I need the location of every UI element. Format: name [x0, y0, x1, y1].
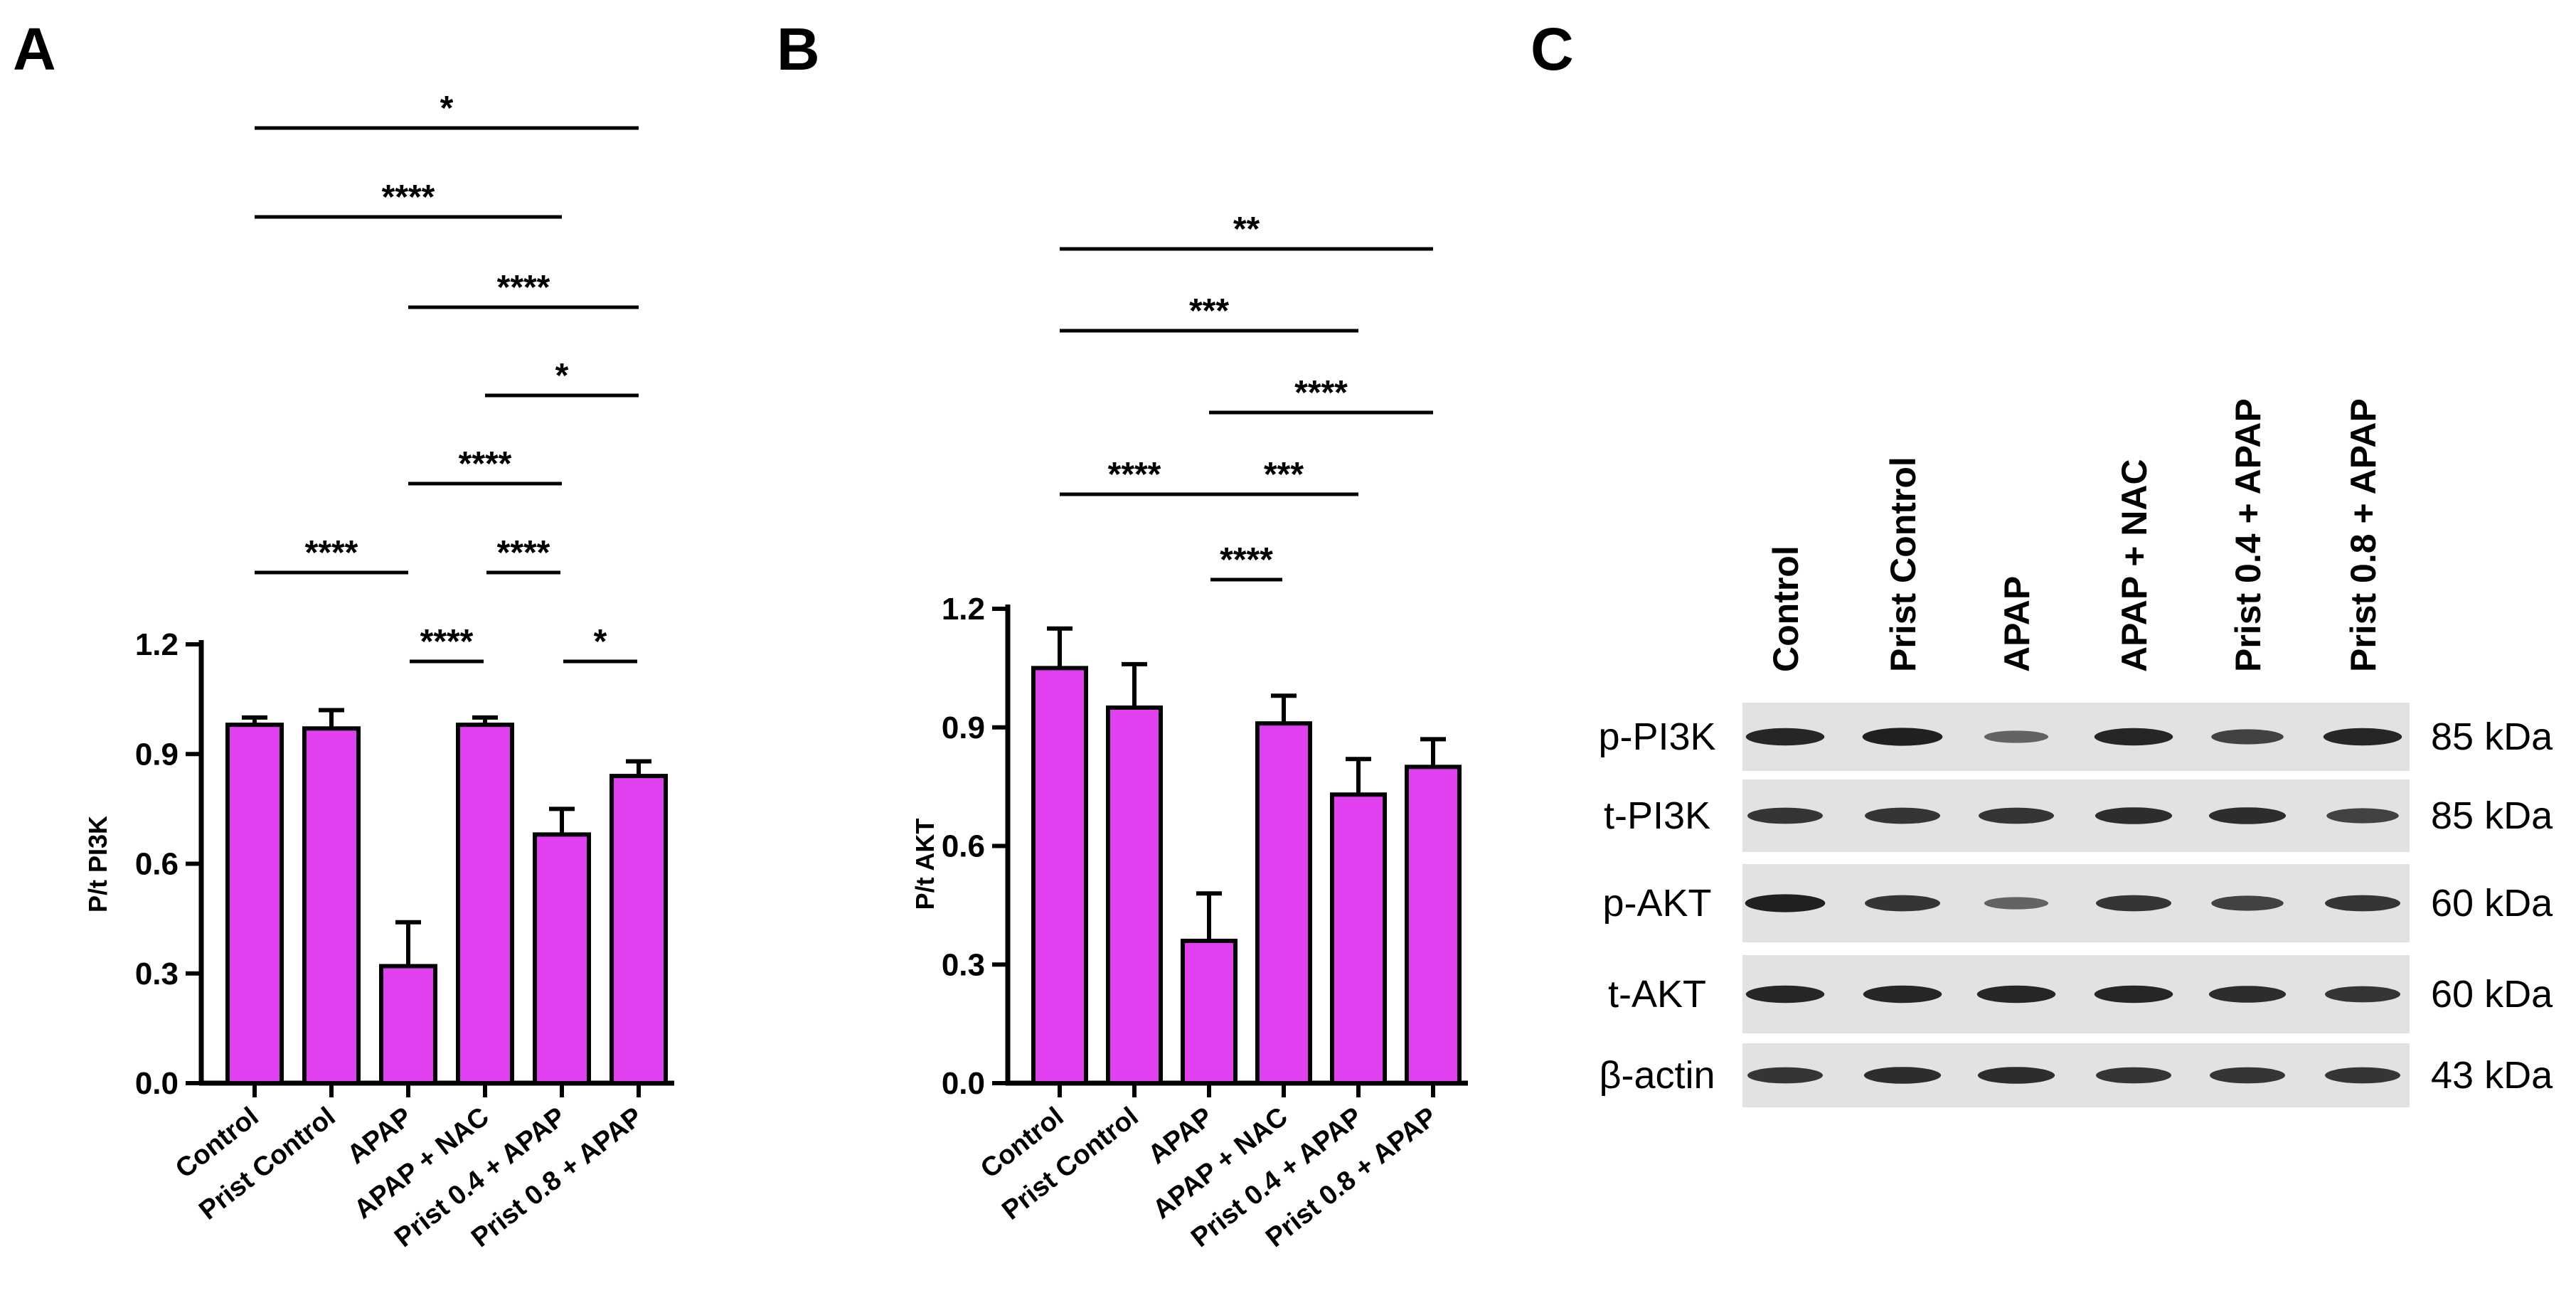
- significance-label: ****: [420, 623, 474, 661]
- significance-label: **: [1233, 211, 1260, 248]
- blot-band: [1745, 728, 1825, 746]
- protein-label: β-actin: [1599, 1054, 1715, 1097]
- blot-strip: [1742, 955, 2410, 1033]
- significance-label: ****: [1108, 456, 1161, 494]
- protein-label: t-PI3K: [1604, 794, 1710, 837]
- panel-letter-b: B: [777, 16, 820, 82]
- significance-label: ****: [497, 534, 550, 572]
- bar: [1031, 666, 1088, 1085]
- blot-band: [2211, 895, 2284, 911]
- molecular-weight-label: 43 kDa: [2431, 1054, 2553, 1097]
- y-tick-label: 0.6: [135, 847, 179, 882]
- y-tick-label: 0.9: [942, 710, 985, 745]
- blot-band: [2323, 728, 2402, 746]
- bar: [610, 774, 668, 1085]
- y-tick-label: 1.2: [942, 592, 985, 627]
- blot-band: [2096, 1067, 2171, 1084]
- blot-band: [2325, 986, 2400, 1003]
- bar: [379, 964, 437, 1086]
- blot-band: [1863, 1067, 1942, 1084]
- bar: [456, 723, 514, 1085]
- blot-band: [1984, 897, 2049, 910]
- significance-label: ****: [459, 445, 512, 483]
- blot-band: [2096, 895, 2171, 912]
- western-blot-panel: Control Prist Control APAP APAP + NAC Prist …: [1598, 398, 2553, 1107]
- lane-label: APAP + NAC: [2114, 459, 2154, 672]
- significance-label: *: [555, 357, 569, 395]
- bar: [225, 723, 284, 1085]
- molecular-weight-label: 85 kDa: [2431, 715, 2553, 758]
- y-tick-label: 0.3: [135, 957, 179, 991]
- blot-band: [2208, 986, 2287, 1003]
- panel-letter-c: C: [1531, 16, 1574, 82]
- blot-strip: [1742, 779, 2410, 852]
- molecular-weight-label: 85 kDa: [2431, 794, 2553, 837]
- significance-label: ****: [1294, 374, 1348, 412]
- bar: [1181, 938, 1238, 1086]
- significance-label: ****: [305, 534, 358, 572]
- lane-label: Prist Control: [1883, 457, 1923, 672]
- blot-band: [1745, 985, 1825, 1003]
- blot-band: [2208, 807, 2287, 824]
- blot-band: [1745, 894, 1826, 912]
- protein-label: p-PI3K: [1598, 715, 1715, 758]
- significance-label: ***: [1189, 292, 1229, 330]
- blot-band: [1747, 1067, 1823, 1084]
- bar: [302, 726, 361, 1085]
- y-tick-label: 0.0: [135, 1066, 179, 1101]
- blot-strip: [1742, 1043, 2410, 1107]
- bar: [1330, 792, 1387, 1086]
- bar: [1255, 721, 1312, 1085]
- panel-letter-a: A: [13, 16, 56, 82]
- lane-label: Prist 0.4 + APAP: [2228, 398, 2268, 672]
- significance-label: *: [594, 623, 607, 661]
- y-tick-label: 0.0: [942, 1066, 985, 1101]
- x-category-label: Prist Control: [193, 1102, 341, 1226]
- significance-label: ****: [382, 179, 435, 216]
- blot-band: [2095, 807, 2173, 824]
- blot-band: [1979, 807, 2054, 824]
- blot-band: [2094, 985, 2173, 1003]
- protein-label: t-AKT: [1608, 973, 1706, 1016]
- blot-band: [1984, 730, 2049, 743]
- bar: [1106, 705, 1163, 1085]
- blot-band: [1862, 728, 1943, 746]
- significance-label: ***: [1264, 456, 1304, 494]
- blot-band: [1747, 807, 1823, 824]
- blot-band: [2210, 1067, 2285, 1084]
- blot-strip: [1742, 703, 2410, 771]
- y-tick-label: 0.3: [942, 947, 985, 982]
- blot-strip: [1742, 864, 2410, 942]
- blot-band: [1865, 895, 1940, 912]
- y-axis-title: P/t AKT: [910, 819, 940, 910]
- blot-band: [1976, 985, 2056, 1003]
- y-tick-label: 0.9: [135, 737, 179, 772]
- blot-band: [2325, 1067, 2400, 1084]
- significance-label: ****: [1220, 541, 1273, 579]
- blot-band: [1863, 985, 1942, 1003]
- lane-label: Prist 0.8 + APAP: [2343, 398, 2383, 672]
- blot-band: [2094, 728, 2173, 746]
- significance-label: ****: [497, 269, 550, 307]
- y-tick-label: 1.2: [135, 627, 179, 662]
- blot-band: [2326, 808, 2399, 824]
- y-tick-label: 0.6: [942, 829, 985, 864]
- blot-band: [1865, 807, 1940, 824]
- bar: [1405, 765, 1462, 1086]
- bar: [533, 832, 591, 1086]
- protein-label: p-AKT: [1602, 882, 1711, 925]
- y-axis-title: P/t PI3K: [83, 816, 112, 912]
- blot-band: [1977, 1067, 2055, 1084]
- molecular-weight-label: 60 kDa: [2431, 973, 2553, 1016]
- significance-label: *: [440, 90, 454, 127]
- lane-label: APAP: [1997, 576, 2037, 672]
- blot-band: [2325, 895, 2400, 912]
- molecular-weight-label: 60 kDa: [2431, 882, 2553, 925]
- lane-label: Control: [1766, 545, 1806, 672]
- blot-band: [2211, 729, 2284, 745]
